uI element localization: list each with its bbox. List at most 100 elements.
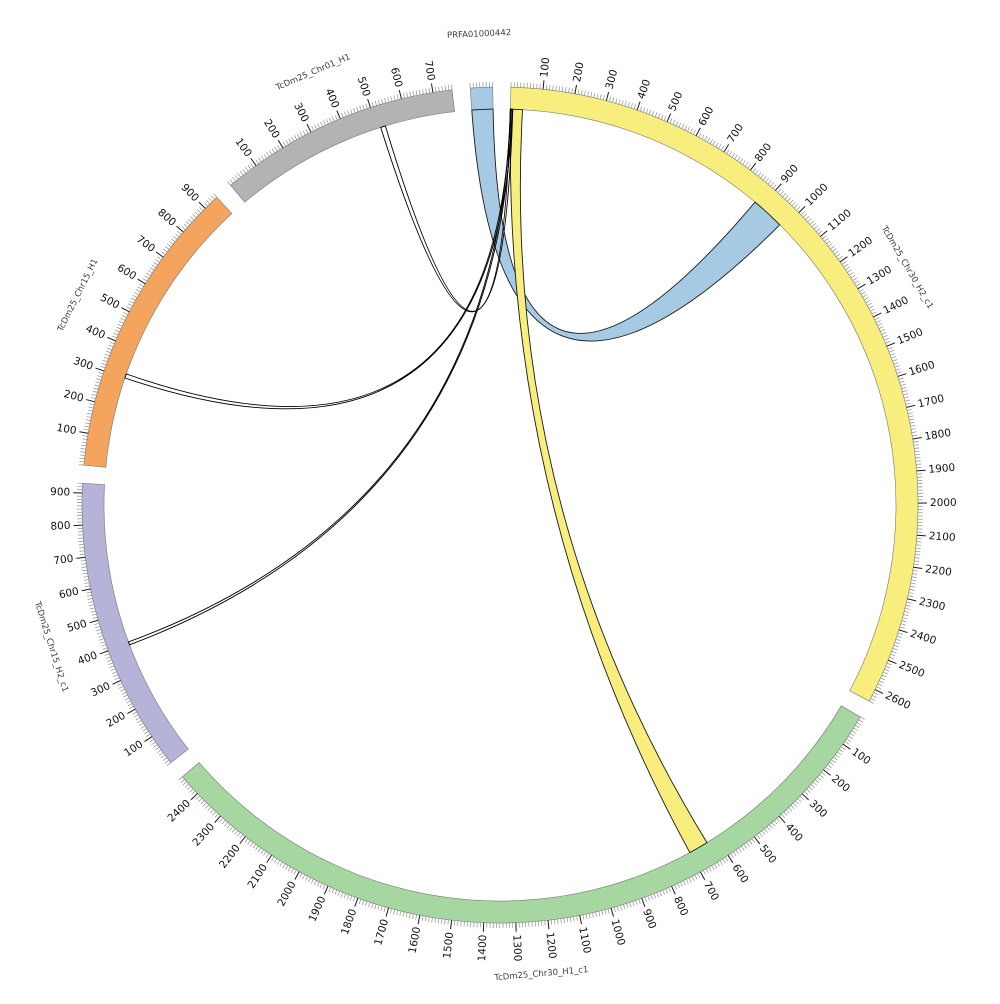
minor-tick xyxy=(781,814,784,818)
tick-label: 2400 xyxy=(909,628,938,647)
minor-tick xyxy=(115,330,120,332)
minor-tick xyxy=(173,236,177,239)
minor-tick xyxy=(145,276,149,279)
minor-tick xyxy=(123,312,127,314)
minor-tick xyxy=(573,917,574,922)
minor-tick xyxy=(636,900,638,905)
tick-label: 100 xyxy=(849,746,872,767)
major-tick xyxy=(386,908,388,917)
minor-tick xyxy=(245,838,248,842)
minor-tick xyxy=(900,627,905,628)
tick-label: 100 xyxy=(56,422,78,437)
minor-tick xyxy=(913,441,918,442)
tick-label: 900 xyxy=(779,162,801,185)
minor-tick xyxy=(184,224,188,227)
minor-tick xyxy=(133,295,137,297)
minor-tick xyxy=(120,689,124,691)
minor-tick xyxy=(157,257,161,260)
tick-label: 1100 xyxy=(576,926,593,955)
minor-tick xyxy=(83,436,88,437)
minor-tick xyxy=(789,807,792,811)
minor-tick xyxy=(698,873,700,877)
tick-label: 2200 xyxy=(924,563,952,579)
minor-tick xyxy=(675,885,677,890)
minor-tick xyxy=(887,663,892,665)
tick-label: 1900 xyxy=(307,894,329,923)
major-tick xyxy=(637,102,640,111)
segment-label-PRFA01000442: PRFA01000442 xyxy=(447,28,512,41)
segment-arc-TcDm25_Chr15_H2_c1 xyxy=(82,483,188,762)
minor-tick xyxy=(409,913,410,918)
minor-tick xyxy=(416,90,417,95)
minor-tick xyxy=(911,583,916,584)
major-tick xyxy=(888,660,896,663)
minor-tick xyxy=(397,95,398,100)
major-tick xyxy=(324,886,328,894)
minor-tick xyxy=(255,846,258,850)
minor-tick xyxy=(92,614,97,615)
minor-tick xyxy=(112,336,117,338)
minor-tick xyxy=(253,844,256,848)
minor-tick xyxy=(878,323,883,325)
minor-tick xyxy=(286,865,289,869)
minor-tick xyxy=(895,366,900,368)
minor-tick xyxy=(161,252,165,255)
minor-tick xyxy=(627,903,629,908)
minor-tick xyxy=(794,205,798,209)
minor-tick xyxy=(845,741,849,744)
minor-tick xyxy=(631,103,633,108)
major-tick xyxy=(728,855,733,863)
minor-tick xyxy=(892,651,897,653)
minor-tick xyxy=(91,611,96,612)
minor-tick xyxy=(646,109,648,114)
minor-tick xyxy=(545,921,546,926)
minor-tick xyxy=(821,772,825,775)
minor-tick xyxy=(102,648,107,650)
minor-tick xyxy=(394,96,395,101)
tick-label: 1500 xyxy=(441,931,456,959)
minor-tick xyxy=(341,113,343,118)
minor-tick xyxy=(82,442,87,443)
minor-tick xyxy=(335,115,337,120)
minor-tick xyxy=(161,755,165,758)
minor-tick xyxy=(749,841,752,845)
minor-tick xyxy=(914,561,919,562)
tick-label: 500 xyxy=(757,843,779,866)
minor-tick xyxy=(429,88,430,93)
minor-tick xyxy=(869,306,873,308)
minor-tick xyxy=(795,801,799,805)
minor-tick xyxy=(178,231,182,234)
minor-tick xyxy=(757,835,760,839)
minor-tick xyxy=(422,89,423,94)
minor-tick xyxy=(300,873,302,877)
minor-tick xyxy=(882,675,887,677)
minor-tick xyxy=(445,919,446,924)
minor-tick xyxy=(96,629,101,630)
segment-label-TcDm25_Chr01_H1: TcDm25_Chr01_H1 xyxy=(274,52,352,93)
minor-tick xyxy=(630,902,632,907)
minor-tick xyxy=(628,102,630,107)
minor-tick xyxy=(80,458,85,459)
minor-tick xyxy=(889,657,894,659)
minor-tick xyxy=(272,857,275,861)
tick-label: 1300 xyxy=(865,264,894,288)
minor-tick xyxy=(909,589,914,590)
minor-tick xyxy=(289,139,292,143)
minor-tick xyxy=(859,720,863,723)
minor-tick xyxy=(357,107,359,112)
minor-tick xyxy=(625,101,626,106)
major-tick xyxy=(368,99,371,108)
minor-tick xyxy=(139,284,143,287)
minor-tick xyxy=(368,902,370,907)
minor-tick xyxy=(830,246,834,249)
minor-tick xyxy=(428,917,429,922)
minor-tick xyxy=(702,135,704,139)
minor-tick xyxy=(885,341,890,343)
minor-tick xyxy=(123,695,127,697)
minor-tick xyxy=(303,131,305,135)
tick-label: 100 xyxy=(232,136,253,159)
minor-tick xyxy=(214,194,217,198)
minor-tick xyxy=(828,765,832,768)
minor-tick xyxy=(305,876,307,880)
